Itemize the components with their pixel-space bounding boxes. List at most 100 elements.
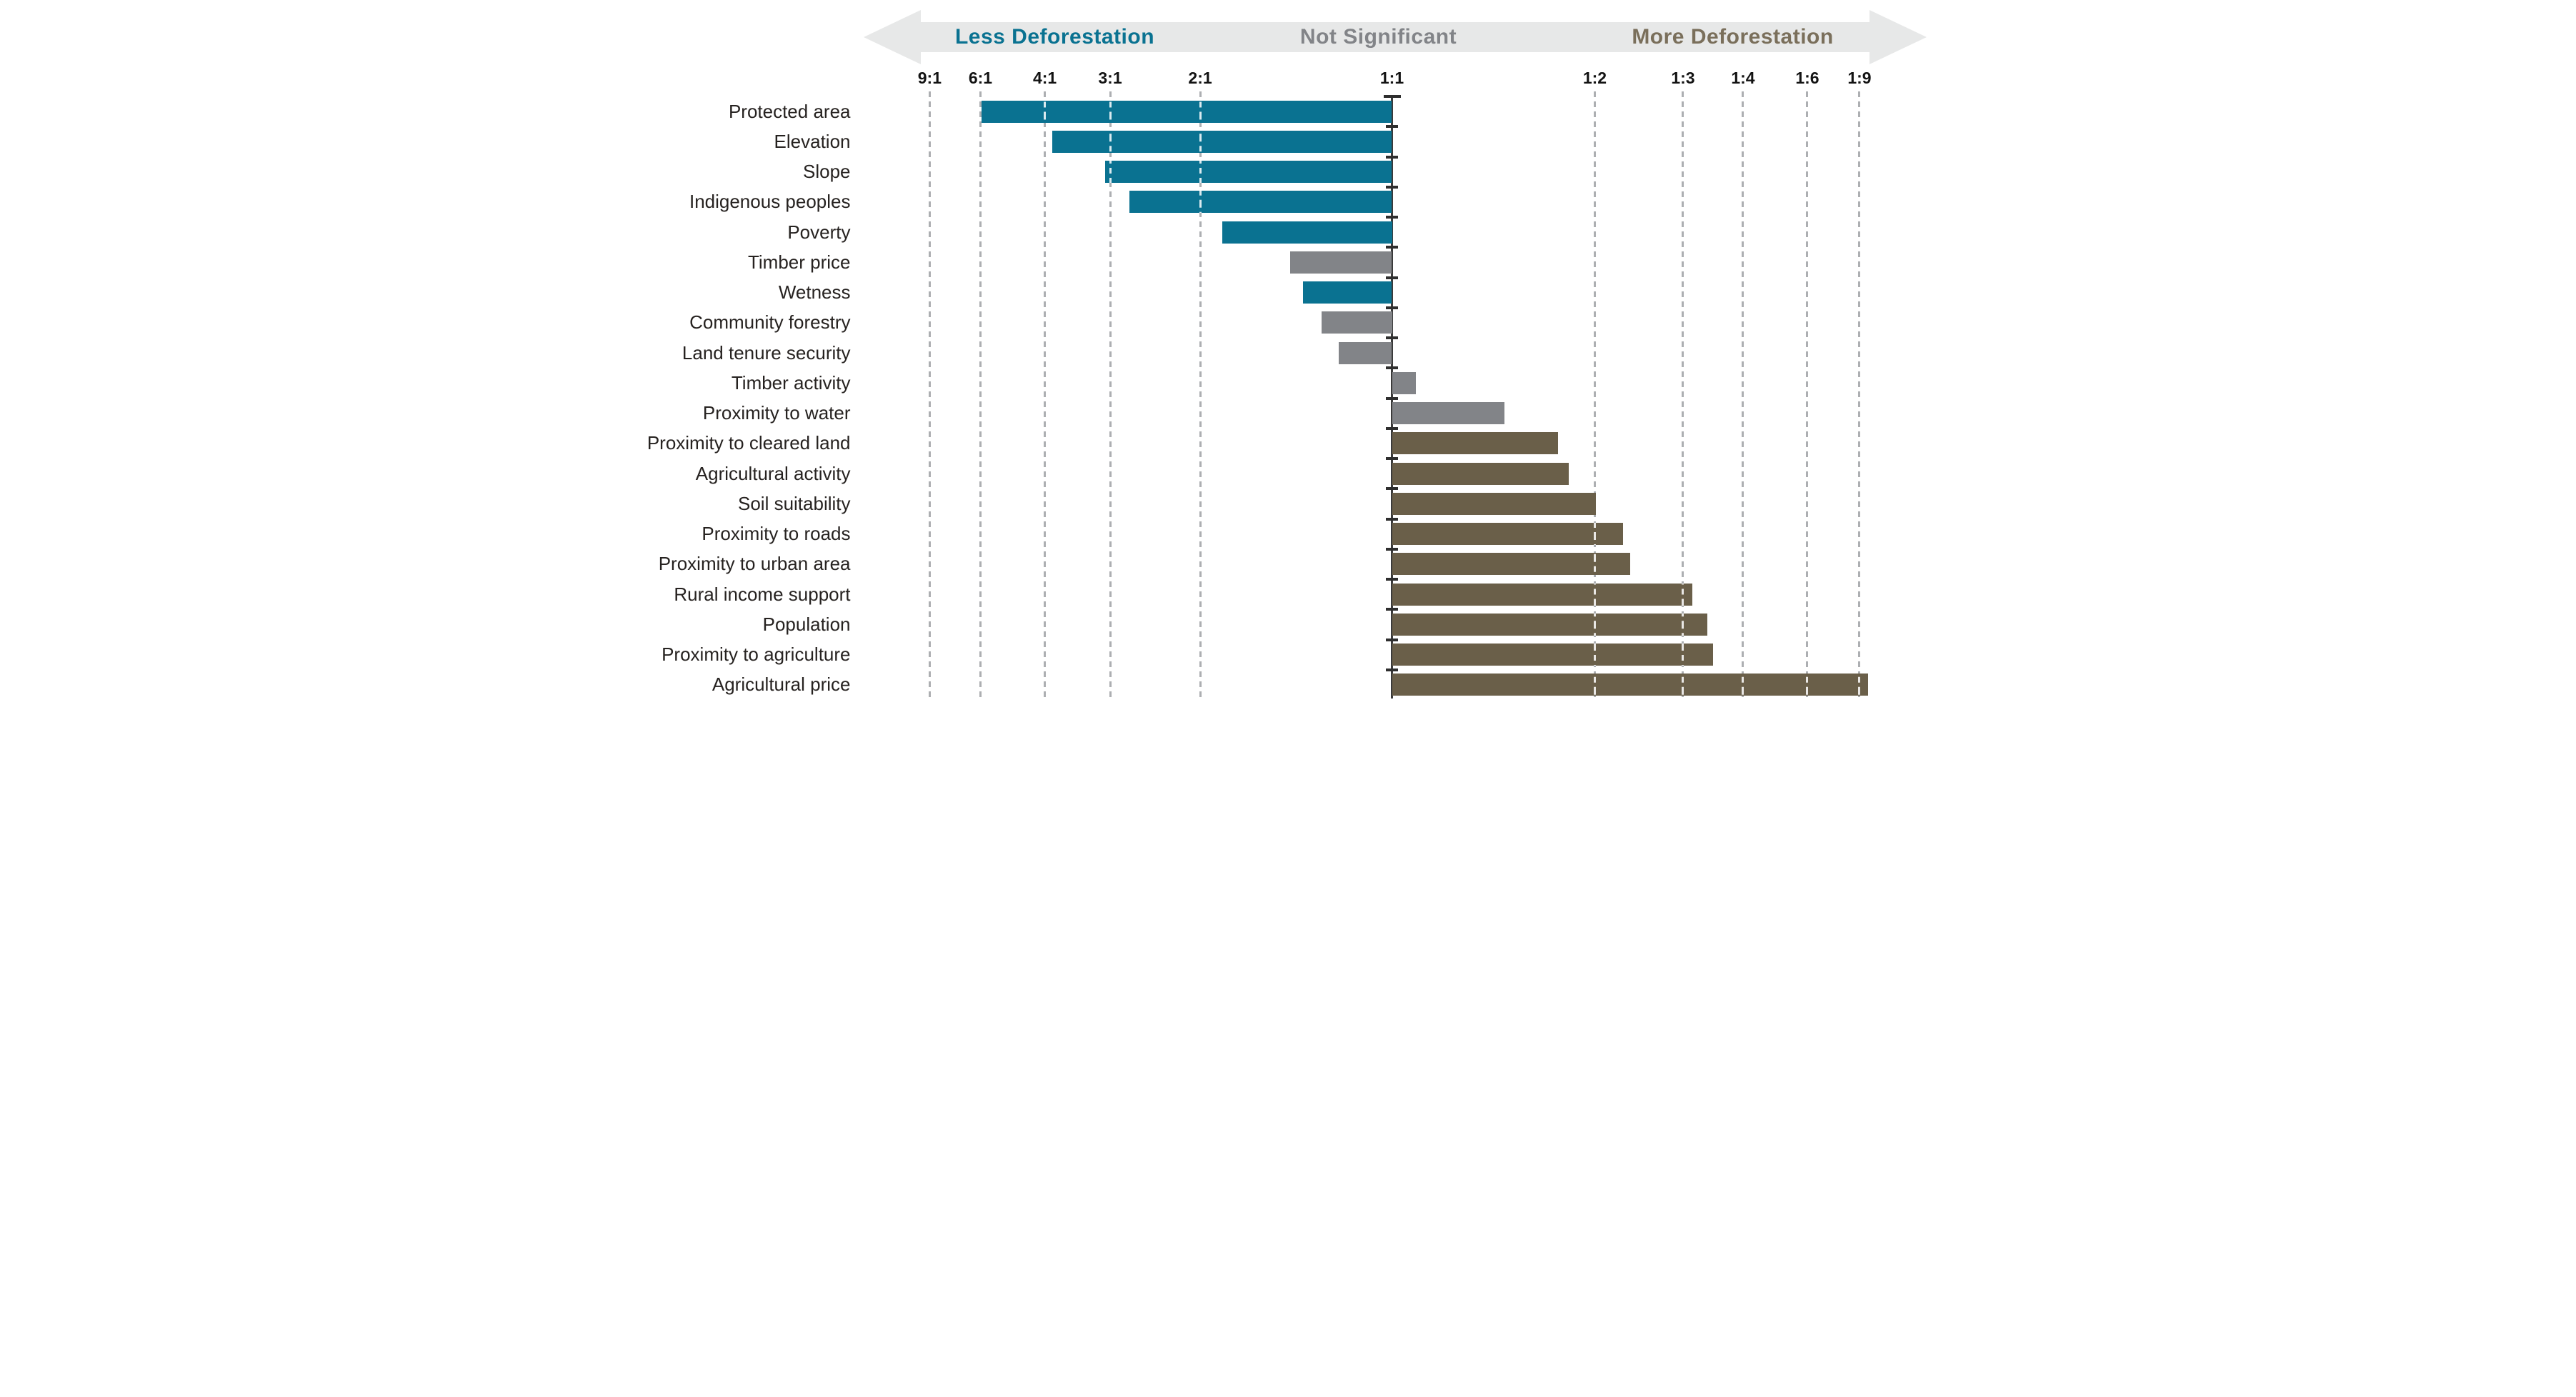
baseline-axis-1-1 — [1391, 94, 1393, 698]
category-label: Population — [762, 613, 851, 635]
gridline-6-1 — [979, 91, 982, 698]
bar-elevation — [1052, 130, 1392, 153]
bar-proximity-to-water — [1392, 402, 1505, 425]
gridline-4-1 — [1044, 91, 1047, 698]
bar-proximity-to-urban-area — [1392, 553, 1631, 576]
gridline-over-bar — [1682, 644, 1684, 666]
gridline-over-bar — [1593, 523, 1596, 546]
axis-tick-mark — [1386, 246, 1398, 249]
bar-agricultural-price — [1392, 674, 1868, 696]
gridline-1-2 — [1593, 91, 1596, 698]
bar-rural-income-support — [1392, 583, 1692, 606]
gridline-3-1 — [1109, 91, 1112, 698]
legend-less-deforestation: Less Deforestation — [954, 25, 1155, 49]
axis-direction-arrow: Less Deforestation Not Significant More … — [644, 0, 1932, 86]
category-label: Agricultural activity — [695, 462, 851, 484]
bar-slope — [1104, 161, 1392, 184]
legend-more-deforestation: More Deforestation — [1632, 25, 1834, 49]
x-tick-label-1-3: 1:3 — [1671, 69, 1695, 87]
x-tick-label-1-1: 1:1 — [1379, 69, 1404, 87]
category-label: Protected area — [728, 100, 851, 122]
bar-agricultural-activity — [1392, 462, 1569, 485]
category-label: Land tenure security — [682, 341, 851, 364]
bar-soil-suitability — [1392, 492, 1596, 515]
gridline-over-bar — [1199, 100, 1202, 123]
gridline-over-bar — [1199, 191, 1202, 214]
gridline-over-bar — [1858, 674, 1861, 696]
axis-tick-mark — [1386, 216, 1398, 219]
legend-not-significant: Not Significant — [1299, 25, 1457, 49]
category-label: Timber price — [747, 251, 851, 273]
gridline-9-1 — [928, 91, 931, 698]
gridline-1-9 — [1858, 91, 1861, 698]
gridline-over-bar — [1109, 130, 1112, 153]
category-label: Soil suitability — [737, 492, 851, 514]
axis-tick-mark — [1386, 185, 1398, 189]
category-label: Poverty — [787, 221, 851, 243]
bar-timber-activity — [1392, 371, 1417, 394]
axis-tick-mark — [1386, 517, 1398, 521]
bar-proximity-to-agriculture — [1392, 644, 1713, 666]
category-label: Wetness — [778, 281, 851, 304]
x-tick-label-9-1: 9:1 — [917, 69, 942, 87]
gridline-over-bar — [1109, 161, 1112, 184]
bar-land-tenure-security — [1339, 341, 1392, 364]
category-label: Proximity to water — [702, 402, 851, 424]
bar-timber-price — [1289, 251, 1392, 274]
bar-community-forestry — [1321, 311, 1392, 334]
bar-poverty — [1222, 221, 1392, 244]
category-label: Slope — [803, 161, 851, 183]
arrow-right-icon — [1869, 10, 1927, 64]
bar-indigenous-peoples — [1129, 191, 1392, 214]
gridline-over-bar — [1742, 674, 1744, 696]
x-tick-label-1-2: 1:2 — [1582, 69, 1607, 87]
bar-population — [1392, 613, 1708, 636]
bar-protected-area — [982, 100, 1392, 123]
axis-tick-mark — [1386, 276, 1398, 279]
axis-tick-mark — [1386, 668, 1398, 671]
category-label: Elevation — [774, 130, 851, 152]
axis-tick-mark — [1386, 396, 1398, 400]
axis-tick-mark — [1386, 608, 1398, 611]
axis-tick-mark — [1386, 426, 1398, 430]
category-label: Proximity to agriculture — [662, 644, 851, 666]
bar-proximity-to-cleared-land — [1392, 432, 1558, 455]
gridline-over-bar — [1593, 553, 1596, 576]
gridline-over-bar — [1593, 644, 1596, 666]
gridline-over-bar — [1044, 100, 1047, 123]
axis-tick-mark — [1386, 457, 1398, 461]
bar-proximity-to-roads — [1392, 523, 1624, 546]
gridline-over-bar — [1806, 674, 1809, 696]
x-tick-label-6-1: 6:1 — [968, 69, 993, 87]
category-label: Timber activity — [731, 371, 851, 394]
gridline-over-bar — [1199, 130, 1202, 153]
category-label: Proximity to roads — [702, 523, 851, 545]
category-label: Proximity to urban area — [658, 553, 851, 575]
gridline-2-1 — [1199, 91, 1202, 698]
gridline-1-3 — [1682, 91, 1684, 698]
axis-tick-mark — [1386, 336, 1398, 340]
x-tick-label-1-9: 1:9 — [1847, 69, 1872, 87]
gridline-over-bar — [1682, 674, 1684, 696]
gridline-over-bar — [1593, 613, 1596, 636]
x-tick-label-1-6: 1:6 — [1795, 69, 1819, 87]
axis-tick-mark — [1386, 306, 1398, 309]
category-label: Indigenous peoples — [689, 191, 851, 213]
gridline-over-bar — [1682, 583, 1684, 606]
gridline-over-bar — [1682, 613, 1684, 636]
x-tick-label-4-1: 4:1 — [1032, 69, 1057, 87]
gridline-over-bar — [1199, 161, 1202, 184]
gridline-1-4 — [1742, 91, 1744, 698]
category-label: Rural income support — [674, 583, 851, 605]
bar-wetness — [1303, 281, 1392, 304]
gridline-over-bar — [1593, 583, 1596, 606]
gridline-over-bar — [1109, 100, 1112, 123]
axis-tick-mark — [1386, 366, 1398, 370]
category-label: Agricultural price — [712, 674, 851, 696]
axis-tick-mark — [1386, 547, 1398, 551]
axis-tick-mark — [1386, 125, 1398, 129]
axis-tick-mark — [1386, 155, 1398, 159]
x-tick-label-3-1: 3:1 — [1098, 69, 1122, 87]
category-label: Community forestry — [689, 311, 851, 334]
axis-tick-mark — [1386, 578, 1398, 581]
